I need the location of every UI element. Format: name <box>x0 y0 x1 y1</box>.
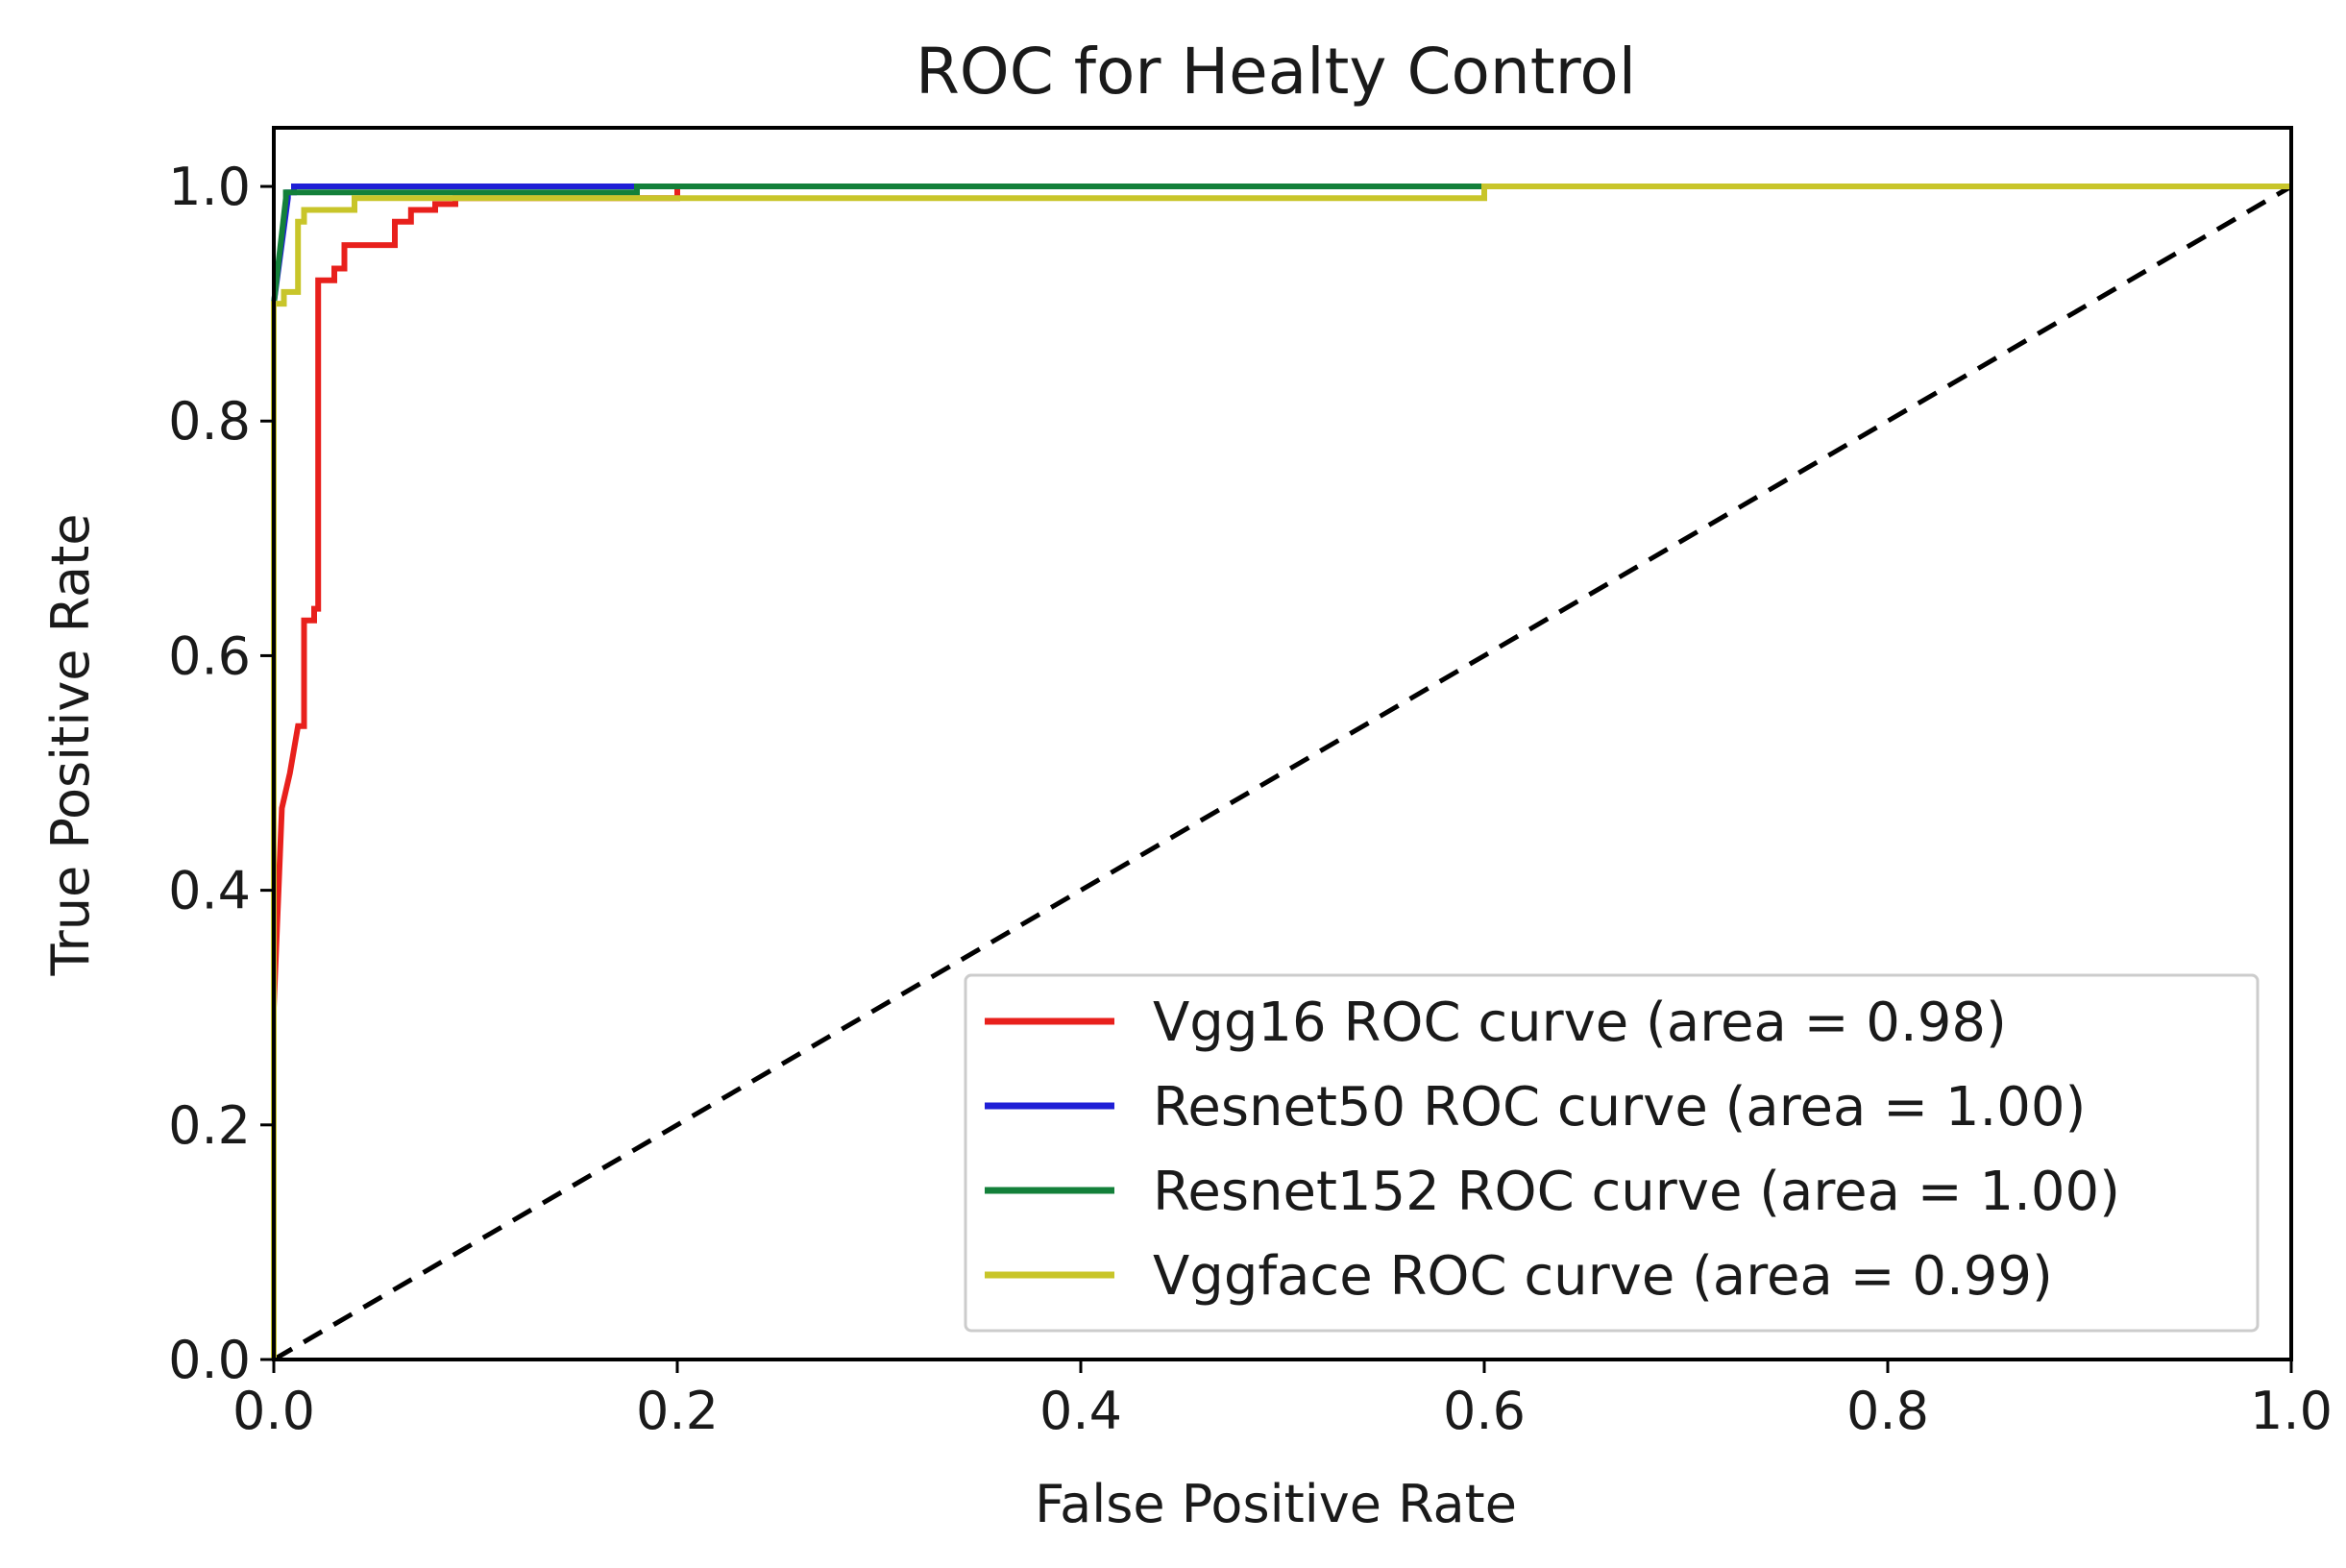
y-tick-label: 0.6 <box>168 625 251 686</box>
legend-entry: Vgg16 ROC curve (area = 0.98) <box>985 992 2007 1054</box>
y-tick-label: 1.0 <box>168 157 251 217</box>
x-axis: 0.0 0.2 0.4 0.6 0.8 1.0 <box>232 1360 2333 1441</box>
legend-entry: Resnet152 ROC curve (area = 1.00) <box>985 1161 2120 1223</box>
x-tick-label: 0.0 <box>232 1381 315 1441</box>
x-tick-label: 0.8 <box>1846 1381 1929 1441</box>
legend-box <box>964 973 2260 1333</box>
x-tick-label: 0.2 <box>636 1381 719 1441</box>
legend-entry: Vggface ROC curve (area = 0.99) <box>985 1245 2053 1308</box>
plot-area <box>271 184 2293 1362</box>
legend-entry: Resnet50 ROC curve (area = 1.00) <box>985 1076 2086 1139</box>
x-tick-label: 0.4 <box>1039 1381 1122 1441</box>
series-line-3 <box>271 184 2291 1360</box>
x-tick-label: 0.6 <box>1443 1381 1526 1441</box>
y-tick-label: 0.0 <box>168 1330 251 1390</box>
series-line-0 <box>271 184 2291 1360</box>
y-tick-label: 0.2 <box>168 1095 251 1156</box>
chance-diagonal-line <box>272 184 2293 1362</box>
legend-label: Resnet152 ROC curve (area = 1.00) <box>1153 1161 2120 1223</box>
legend-label: Vggface ROC curve (area = 0.99) <box>1153 1245 2053 1308</box>
legend-label: Vgg16 ROC curve (area = 0.98) <box>1153 992 2007 1054</box>
y-axis: 0.0 0.2 0.4 0.6 0.8 1.0 <box>168 157 274 1390</box>
legend: Vgg16 ROC curve (area = 0.98) Resnet50 RO… <box>964 973 2260 1333</box>
chart-title: ROC for Healty Control <box>916 35 1636 109</box>
y-tick-label: 0.4 <box>168 861 251 921</box>
x-axis-label: False Positive Rate <box>1035 1474 1517 1534</box>
series-line-2 <box>271 184 2291 1360</box>
plot-frame <box>272 126 2293 1361</box>
y-tick-label: 0.8 <box>168 391 251 452</box>
legend-label: Resnet50 ROC curve (area = 1.00) <box>1153 1076 2086 1139</box>
y-axis-label: True Positive Rate <box>40 513 101 976</box>
x-tick-label: 1.0 <box>2250 1381 2333 1441</box>
